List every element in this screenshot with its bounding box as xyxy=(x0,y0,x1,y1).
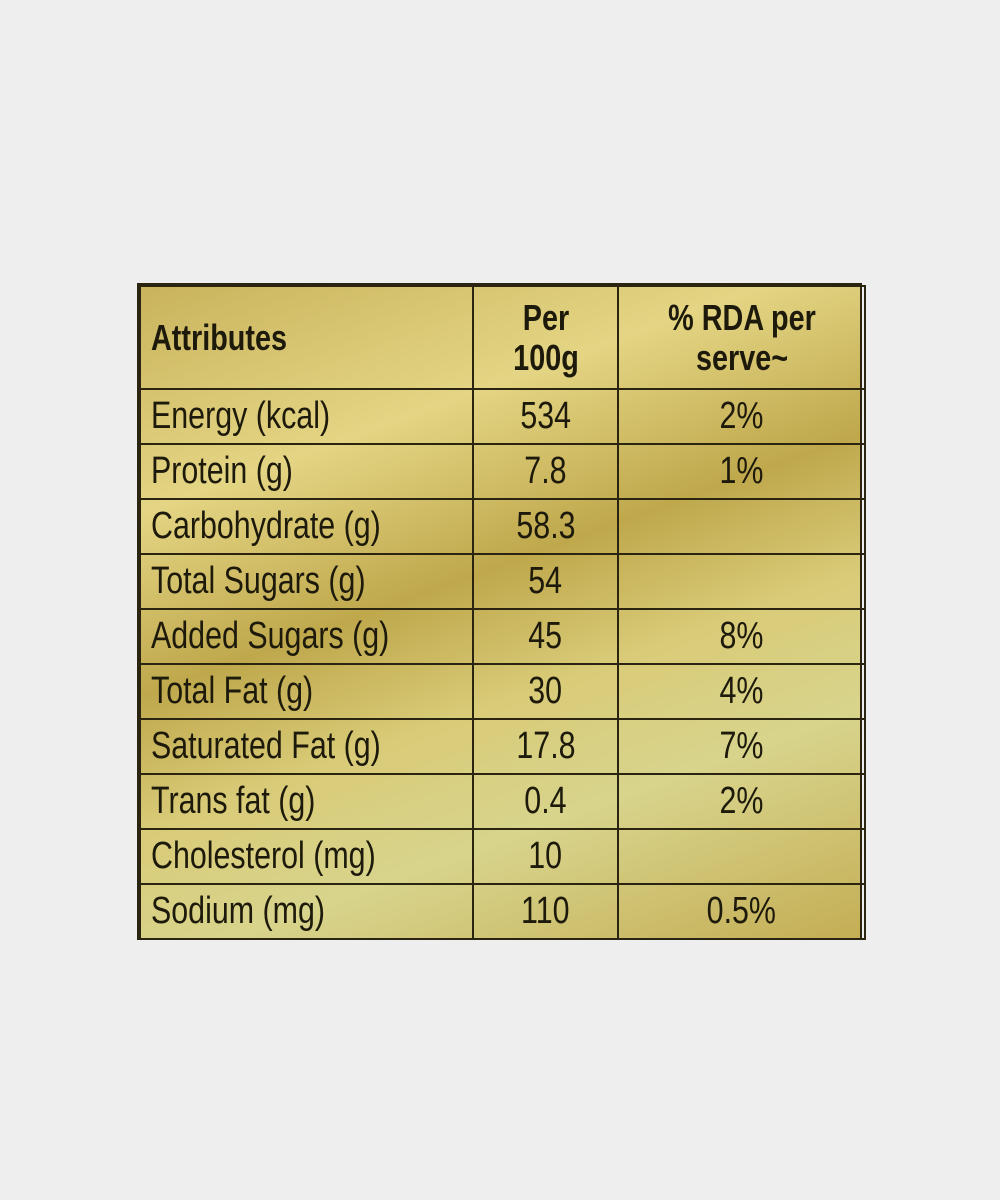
cell: Added Sugars (g) xyxy=(139,608,474,665)
cell: Total Sugars (g) xyxy=(139,553,474,610)
cell: 2% xyxy=(617,773,866,830)
cell: Saturated Fat (g) xyxy=(139,718,474,775)
nutrition-table: Attributes Per 100g % RDA per serve~ Ene… xyxy=(139,285,866,940)
cell: 58.3 xyxy=(472,498,619,555)
attribute-text: Cholesterol (mg) xyxy=(151,835,376,877)
cell: 10 xyxy=(472,828,619,885)
body-row: Sodium (mg) 110 0.5% xyxy=(139,883,866,940)
attribute-text: Sodium (mg) xyxy=(151,890,325,932)
cell: 7% xyxy=(617,718,866,775)
body-row: Saturated Fat (g) 17.8 7% xyxy=(139,718,866,775)
cell xyxy=(617,553,866,610)
attribute-text: Added Sugars (g) xyxy=(151,615,390,657)
cell: 0.5% xyxy=(617,883,866,940)
cell: Energy (kcal) xyxy=(139,388,474,445)
body-row: Total Fat (g) 30 4% xyxy=(139,663,866,720)
rda-text: 7% xyxy=(719,725,764,767)
attribute-text: Protein (g) xyxy=(151,450,293,492)
body-row: Carbohydrate (g) 58.3 xyxy=(139,498,866,555)
per-100g-text: 110 xyxy=(521,890,570,932)
cell: 0.4 xyxy=(472,773,619,830)
per-100g-text: 17.8 xyxy=(515,725,576,767)
table-body: Attributes Per 100g % RDA per serve~ Ene… xyxy=(139,285,866,940)
cell: Protein (g) xyxy=(139,443,474,500)
cell: 1% xyxy=(617,443,866,500)
cell: 30 xyxy=(472,663,619,720)
cell: 8% xyxy=(617,608,866,665)
per-100g-text: 45 xyxy=(528,615,563,657)
cell: Sodium (mg) xyxy=(139,883,474,940)
cell: 534 xyxy=(472,388,619,445)
per-100g-text: 0.4 xyxy=(524,780,567,822)
header-row: Attributes Per 100g % RDA per serve~ xyxy=(139,285,866,390)
body-row: Added Sugars (g) 45 8% xyxy=(139,608,866,665)
rda-text: 8% xyxy=(719,615,764,657)
attribute-text: Carbohydrate (g) xyxy=(151,505,381,547)
attribute-text: Energy (kcal) xyxy=(151,395,331,437)
nutrition-label: Attributes Per 100g % RDA per serve~ Ene… xyxy=(137,283,866,940)
body-row: Trans fat (g) 0.4 2% xyxy=(139,773,866,830)
per-100g-text: 534 xyxy=(520,395,571,437)
rda-text: 2% xyxy=(719,395,764,437)
rda-text: 0.5% xyxy=(706,890,777,932)
body-row: Protein (g) 7.8 1% xyxy=(139,443,866,500)
per-100g-text: 54 xyxy=(528,560,563,602)
cell: 45 xyxy=(472,608,619,665)
header-cell: Attributes xyxy=(139,285,474,390)
cell: Total Fat (g) xyxy=(139,663,474,720)
per-100g-text: 7.8 xyxy=(524,450,567,492)
attribute-text: Saturated Fat (g) xyxy=(151,725,381,767)
body-row: Cholesterol (mg) 10 xyxy=(139,828,866,885)
per-100g-text: 10 xyxy=(528,835,563,877)
cell: 110 xyxy=(472,883,619,940)
body-row: Total Sugars (g) 54 xyxy=(139,553,866,610)
cell: Trans fat (g) xyxy=(139,773,474,830)
header-cell: % RDA per serve~ xyxy=(617,285,866,390)
cell: Carbohydrate (g) xyxy=(139,498,474,555)
header-text: % RDA per serve~ xyxy=(667,296,816,378)
cell: 54 xyxy=(472,553,619,610)
header-text: Per 100g xyxy=(512,296,579,378)
cell: Cholesterol (mg) xyxy=(139,828,474,885)
per-100g-text: 30 xyxy=(528,670,563,712)
cell: 4% xyxy=(617,663,866,720)
cell xyxy=(617,498,866,555)
attribute-text: Total Fat (g) xyxy=(151,670,314,712)
attribute-text: Trans fat (g) xyxy=(151,780,316,822)
rda-text: 1% xyxy=(719,450,764,492)
rda-text: 4% xyxy=(719,670,764,712)
cell: 17.8 xyxy=(472,718,619,775)
rda-text: 2% xyxy=(719,780,764,822)
attribute-text: Total Sugars (g) xyxy=(151,560,366,602)
cell: 7.8 xyxy=(472,443,619,500)
body-row: Energy (kcal) 534 2% xyxy=(139,388,866,445)
cell: 2% xyxy=(617,388,866,445)
per-100g-text: 58.3 xyxy=(515,505,576,547)
header-text: Attributes xyxy=(151,316,287,358)
header-cell: Per 100g xyxy=(472,285,619,390)
cell xyxy=(617,828,866,885)
